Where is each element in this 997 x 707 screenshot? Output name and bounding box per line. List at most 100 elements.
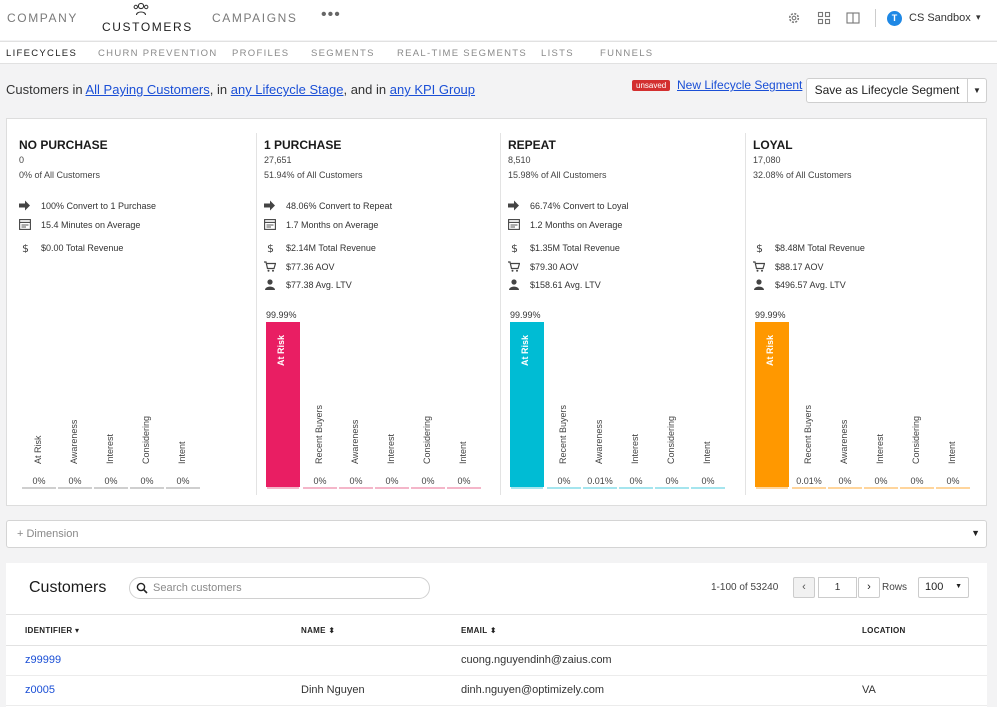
dollar-icon: $	[22, 242, 29, 253]
filter-segment-link[interactable]: All Paying Customers	[85, 82, 210, 97]
page-number-input[interactable]: 1	[818, 577, 857, 598]
cell-name: Dinh Nguyen	[301, 684, 365, 696]
column-identifier[interactable]: IDENTIFIER ▾	[25, 626, 80, 635]
cell-location: VA	[862, 684, 876, 696]
stage-label: Intent	[458, 441, 468, 464]
cell-email: dinh.nguyen@optimizely.com	[461, 684, 605, 696]
nav-campaigns[interactable]: CAMPAIGNS	[212, 11, 298, 25]
cart-icon	[753, 261, 765, 272]
stage-baseline	[547, 487, 581, 489]
search-box[interactable]	[129, 577, 430, 599]
tab-churn-prevention[interactable]: CHURN PREVENTION	[98, 48, 218, 59]
bar-percent: 99.99%	[510, 310, 541, 320]
toolbar-divider	[875, 9, 876, 27]
next-page-button[interactable]: ›	[858, 577, 880, 598]
stage-label: At Risk	[33, 435, 43, 464]
bar-percent: 99.99%	[266, 310, 297, 320]
column-divider	[745, 133, 746, 495]
stage-baseline	[511, 487, 543, 489]
sub-nav: LIFECYCLES CHURN PREVENTION PROFILES SEG…	[0, 41, 997, 64]
rows-value: 100	[925, 581, 944, 593]
top-nav: COMPANY CUSTOMERS CAMPAIGNS ••• T CS San…	[0, 0, 997, 40]
stage-label: Recent Buyers	[558, 404, 568, 464]
lifecycle-stat-text: $77.38 Avg. LTV	[286, 280, 352, 290]
stage-value: 0%	[629, 476, 643, 486]
column-email[interactable]: EMAIL ⬍	[461, 626, 497, 635]
stage-baseline	[792, 487, 826, 489]
stage-label: Considering	[141, 415, 151, 464]
cell-identifier[interactable]: z0005	[25, 684, 55, 696]
lifecycle-title: 1 PURCHASE	[264, 138, 342, 152]
save-lifecycle-segment-button[interactable]: Save as Lifecycle Segment	[806, 78, 968, 103]
lifecycle-count: 8,510	[508, 155, 531, 165]
at-risk-bar[interactable]	[266, 322, 300, 487]
account-avatar[interactable]: T	[887, 11, 902, 26]
person-icon	[509, 279, 519, 290]
filter-stage-link[interactable]: any Lifecycle Stage	[230, 82, 344, 97]
stage-baseline	[58, 487, 92, 489]
at-risk-bar[interactable]	[755, 322, 789, 487]
lifecycle-stat: $79.30 AOV	[508, 261, 579, 272]
cell-email: cuong.nguyendinh@zaius.com	[461, 654, 612, 666]
calendar-icon	[264, 219, 276, 230]
search-icon	[136, 582, 148, 594]
save-options-caret-icon[interactable]: ▼	[967, 78, 987, 103]
stage-value: 0.01%	[587, 476, 613, 486]
book-icon[interactable]	[846, 11, 860, 25]
tab-real-time-segments[interactable]: REAL-TIME SEGMENTS	[397, 48, 528, 59]
column-divider	[500, 133, 501, 495]
search-input[interactable]	[153, 581, 423, 595]
more-menu-icon[interactable]: •••	[321, 6, 341, 23]
cart-icon	[264, 261, 276, 272]
stage-baseline	[828, 487, 862, 489]
lifecycle-stat: 1.2 Months on Average	[508, 219, 622, 230]
column-divider	[256, 133, 257, 495]
tab-lifecycles[interactable]: LIFECYCLES	[6, 48, 78, 59]
rows-per-page-select[interactable]: 100 ▼	[918, 577, 969, 598]
person-icon	[265, 279, 275, 290]
lifecycle-stat: $158.61 Avg. LTV	[509, 279, 601, 290]
filter-kpi-link[interactable]: any KPI Group	[389, 82, 476, 97]
table-row[interactable]: z99999 cuong.nguyendinh@zaius.com	[6, 646, 987, 676]
new-lifecycle-segment-link[interactable]: New Lifecycle Segment	[677, 78, 803, 92]
lifecycle-stat: 48.06% Convert to Repeat	[264, 200, 393, 211]
tab-profiles[interactable]: PROFILES	[232, 48, 290, 59]
tab-segments[interactable]: SEGMENTS	[311, 48, 375, 59]
stage-value: 0%	[349, 476, 363, 486]
stage-value: 0%	[701, 476, 715, 486]
column-name[interactable]: NAME ⬍	[301, 626, 336, 635]
stage-value: 0%	[421, 476, 435, 486]
lifecycle-stat: $88.17 AOV	[753, 261, 824, 272]
cell-identifier[interactable]: z99999	[25, 654, 62, 666]
tab-lists[interactable]: LISTS	[541, 48, 574, 59]
lifecycle-stat-text: $158.61 Avg. LTV	[530, 280, 601, 290]
filter-text: , and in	[343, 82, 387, 97]
dimension-dropdown[interactable]: + Dimension ▼	[6, 520, 987, 548]
stage-label: Interest	[105, 433, 115, 464]
chevron-down-icon[interactable]: ▾	[976, 12, 981, 22]
dollar-icon: $	[756, 242, 763, 253]
lifecycle-stat-text: 48.06% Convert to Repeat	[286, 201, 393, 211]
lifecycle-stat: $77.38 Avg. LTV	[265, 279, 352, 290]
grid-apps-icon[interactable]	[817, 11, 831, 25]
svg-text:$: $	[267, 242, 274, 253]
chevron-down-icon: ▼	[971, 528, 980, 538]
filter-text: , in	[209, 82, 228, 97]
lifecycle-stat: $ $8.48M Total Revenue	[756, 242, 865, 253]
dollar-icon: $	[511, 242, 518, 253]
nav-company[interactable]: COMPANY	[7, 11, 78, 25]
stage-baseline	[936, 487, 970, 489]
tab-funnels[interactable]: FUNNELS	[600, 48, 654, 59]
stage-label: Recent Buyers	[803, 404, 813, 464]
at-risk-bar[interactable]	[510, 322, 544, 487]
nav-customers[interactable]: CUSTOMERS	[102, 20, 193, 34]
table-row[interactable]: z0005 Dinh Nguyen dinh.nguyen@optimizely…	[6, 676, 987, 706]
stage-value: 0%	[104, 476, 118, 486]
column-location: LOCATION	[862, 626, 906, 635]
cart-icon	[508, 261, 520, 272]
prev-page-button[interactable]: ‹	[793, 577, 815, 598]
account-name[interactable]: CS Sandbox	[909, 12, 971, 24]
stage-value: 0%	[874, 476, 888, 486]
lifecycle-stat: $496.57 Avg. LTV	[754, 279, 846, 290]
gear-icon[interactable]	[787, 11, 801, 25]
